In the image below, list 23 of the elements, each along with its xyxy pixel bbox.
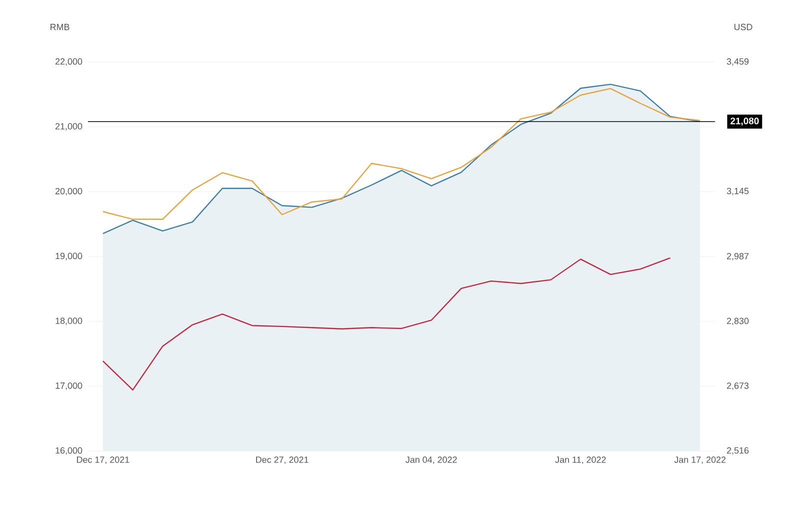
ref-line-label: 21,080 bbox=[730, 118, 759, 126]
y2-tick-label: 3,145 bbox=[726, 188, 749, 196]
y2-tick-label: 3,459 bbox=[726, 58, 749, 66]
line-series bbox=[102, 257, 671, 391]
x-tick-label: Jan 11, 2022 bbox=[555, 456, 606, 464]
y-axis-title: RMB bbox=[50, 24, 70, 30]
x-tick-label: Dec 17, 2021 bbox=[76, 456, 130, 464]
y2-tick-label: 2,987 bbox=[726, 252, 749, 260]
y-tick-label: 16,000 bbox=[56, 447, 82, 455]
y-tick-label: 20,000 bbox=[56, 188, 82, 196]
y-tick-label: 22,000 bbox=[56, 58, 82, 66]
y-tick-label: 21,000 bbox=[56, 123, 82, 131]
line-series bbox=[102, 88, 701, 220]
y-tick-label: 17,000 bbox=[56, 382, 82, 390]
x-tick-label: Jan 17, 2022 bbox=[674, 456, 726, 464]
x-tick-label: Dec 27, 2021 bbox=[256, 456, 308, 464]
y-tick-label: 18,000 bbox=[56, 318, 82, 326]
y2-axis-title: USD bbox=[734, 24, 752, 30]
y2-tick-label: 2,830 bbox=[726, 318, 749, 326]
y2-tick-label: 2,516 bbox=[726, 447, 749, 455]
x-tick-label: Jan 04, 2022 bbox=[406, 456, 457, 464]
y2-tick-label: 2,673 bbox=[726, 382, 749, 390]
y-tick-label: 19,000 bbox=[56, 252, 82, 260]
